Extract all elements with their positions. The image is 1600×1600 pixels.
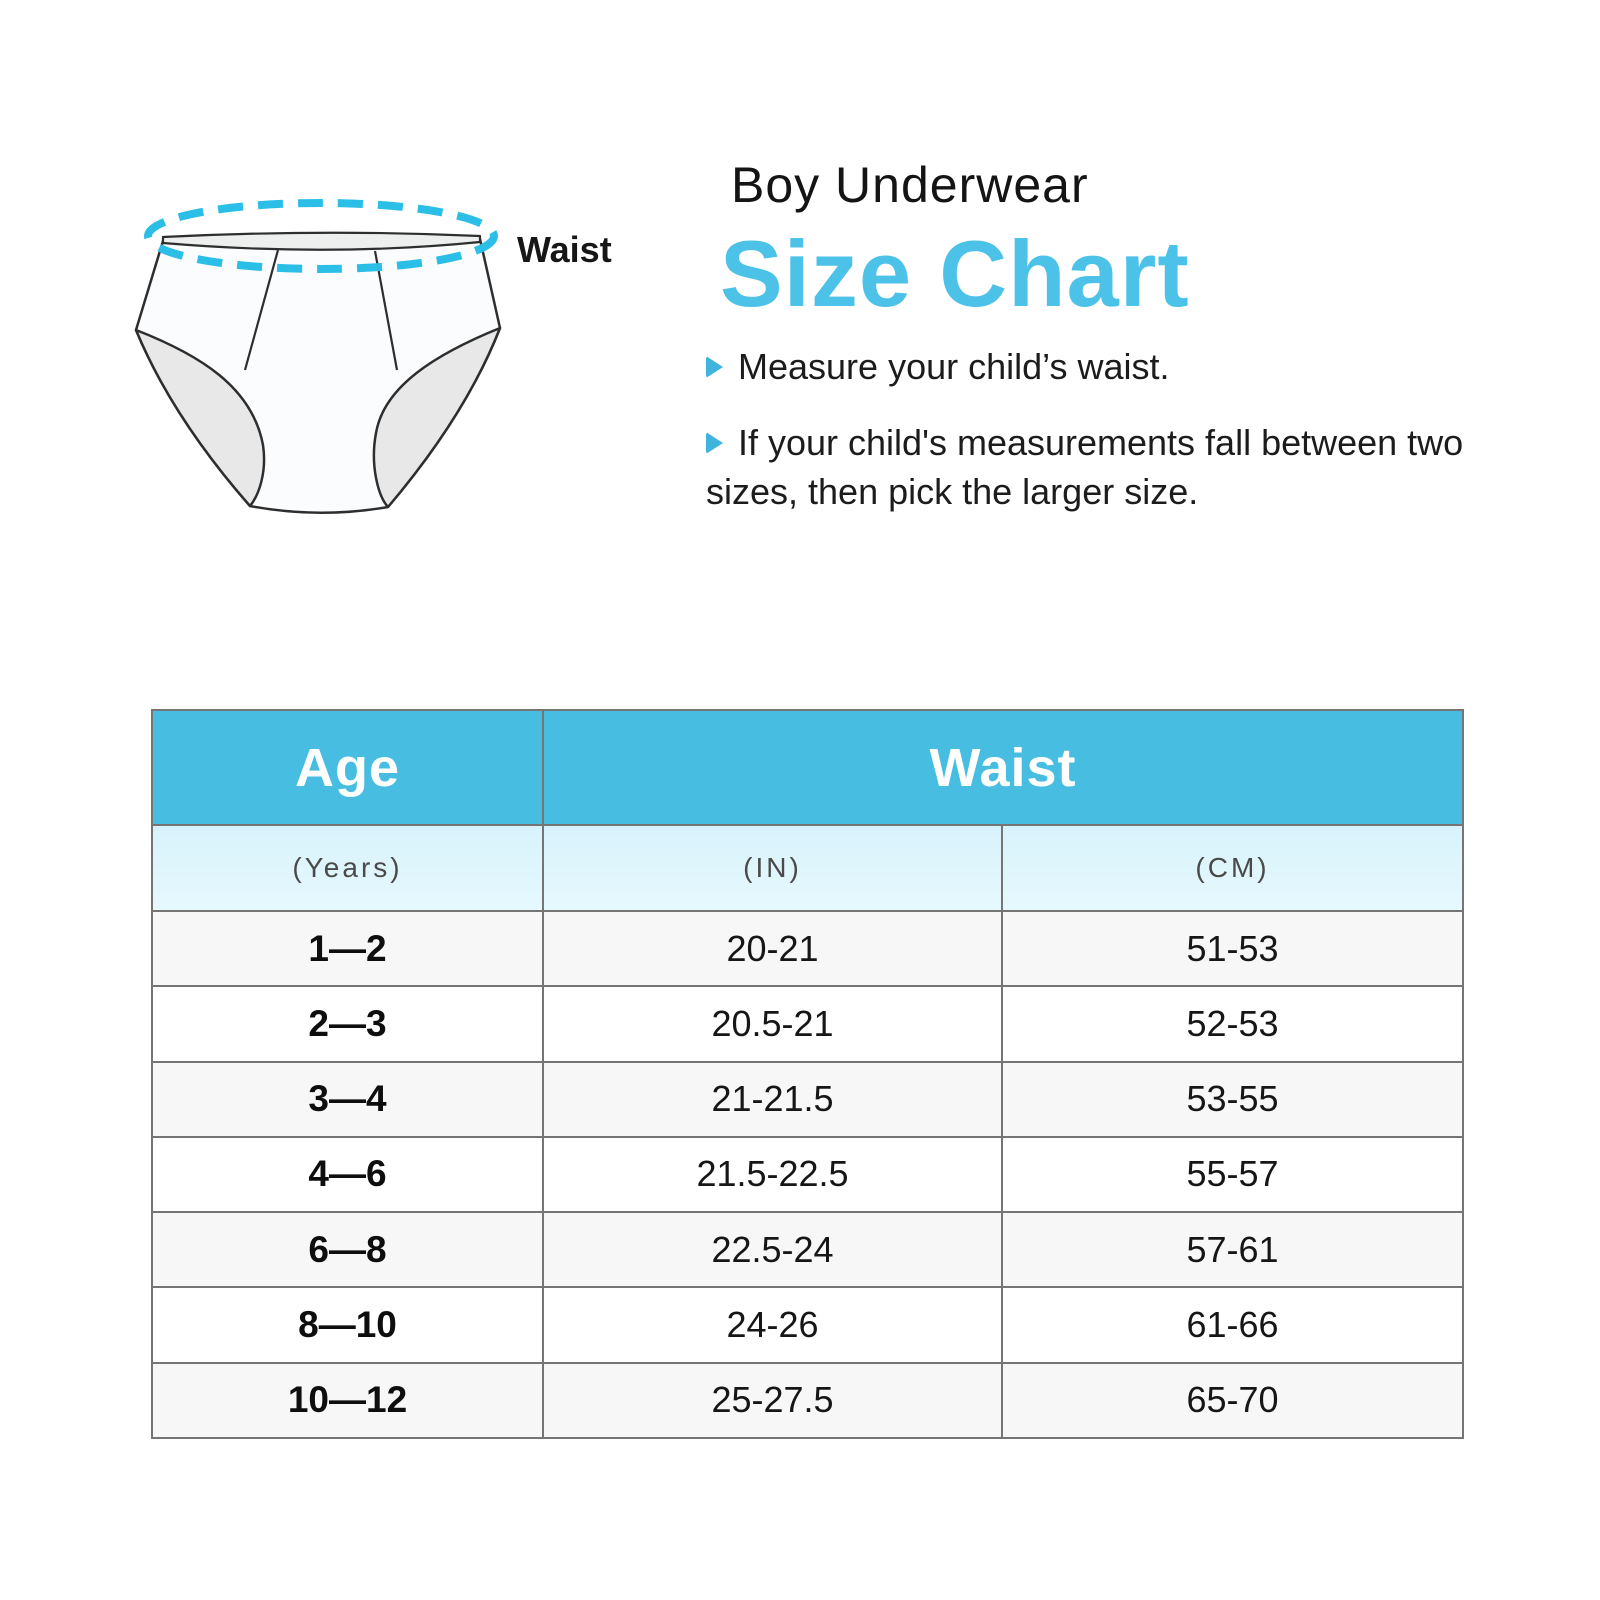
table-row: 2—3 20.5-21 52-53 <box>151 985 1465 1063</box>
page-subtitle: Boy Underwear <box>731 157 1089 213</box>
bullet-triangle-icon <box>706 432 723 454</box>
age-value: 2—3 <box>151 985 544 1063</box>
waist-in-value: 20-21 <box>542 909 1003 988</box>
waistband <box>161 231 482 251</box>
waist-in-value: 20.5-21 <box>542 985 1003 1063</box>
waist-column-header: Waist <box>541 709 1465 826</box>
instruction-bullet-2: If your child's measurements fall betwee… <box>706 418 1468 516</box>
waist-cm-value: 57-61 <box>1000 1211 1465 1289</box>
waist-cm-value: 61-66 <box>1000 1286 1465 1364</box>
waist-cm-value: 51-53 <box>1000 909 1465 988</box>
centimeters-units-label: (CM) <box>1000 824 1465 912</box>
underwear-illustration: Waist <box>134 199 612 514</box>
front-seam-left <box>243 249 280 371</box>
instruction-text-1: Measure your child’s waist. <box>738 346 1170 387</box>
age-value: 1—2 <box>151 909 544 988</box>
table-header-row: Age Waist <box>151 709 1465 826</box>
waist-measure-ellipse-icon <box>144 199 498 273</box>
waist-cm-value: 65-70 <box>1000 1361 1465 1440</box>
page-title: Size Chart <box>720 221 1190 326</box>
table-row: 6—8 22.5-24 57-61 <box>151 1211 1465 1289</box>
table-row: 10—12 25-27.5 65-70 <box>151 1361 1465 1440</box>
table-units-row: (Years) (IN) (CM) <box>151 824 1465 912</box>
age-value: 6—8 <box>151 1211 544 1289</box>
waist-in-value: 22.5-24 <box>542 1211 1003 1289</box>
age-units-label: (Years) <box>151 824 544 912</box>
left-leg-shade <box>134 328 266 508</box>
right-leg-shade <box>372 326 502 509</box>
inches-units-label: (IN) <box>542 824 1003 912</box>
waist-cm-value: 53-55 <box>1000 1060 1465 1138</box>
waist-in-value: 24-26 <box>542 1286 1003 1364</box>
waist-in-value: 21-21.5 <box>542 1060 1003 1138</box>
age-value: 4—6 <box>151 1135 544 1214</box>
waist-in-value: 21.5-22.5 <box>542 1135 1003 1214</box>
size-table: Age Waist (Years) (IN) (CM) 1—2 20-21 51… <box>151 709 1465 1440</box>
bullet-triangle-icon <box>706 356 723 378</box>
table-row: 8—10 24-26 61-66 <box>151 1286 1465 1364</box>
table-row: 3—4 21-21.5 53-55 <box>151 1060 1465 1138</box>
instruction-text-2: If your child's measurements fall betwee… <box>706 422 1464 512</box>
waist-cm-value: 52-53 <box>1000 985 1465 1063</box>
waist-cm-value: 55-57 <box>1000 1135 1465 1214</box>
age-value: 8—10 <box>151 1286 544 1364</box>
waist-in-value: 25-27.5 <box>542 1361 1003 1440</box>
table-row: 4—6 21.5-22.5 55-57 <box>151 1135 1465 1214</box>
age-column-header: Age <box>151 709 544 826</box>
age-value: 3—4 <box>151 1060 544 1138</box>
table-row: 1—2 20-21 51-53 <box>151 909 1465 988</box>
age-value: 10—12 <box>151 1361 544 1440</box>
instruction-bullet-1: Measure your child’s waist. <box>706 342 1468 391</box>
waist-label: Waist <box>517 229 612 270</box>
